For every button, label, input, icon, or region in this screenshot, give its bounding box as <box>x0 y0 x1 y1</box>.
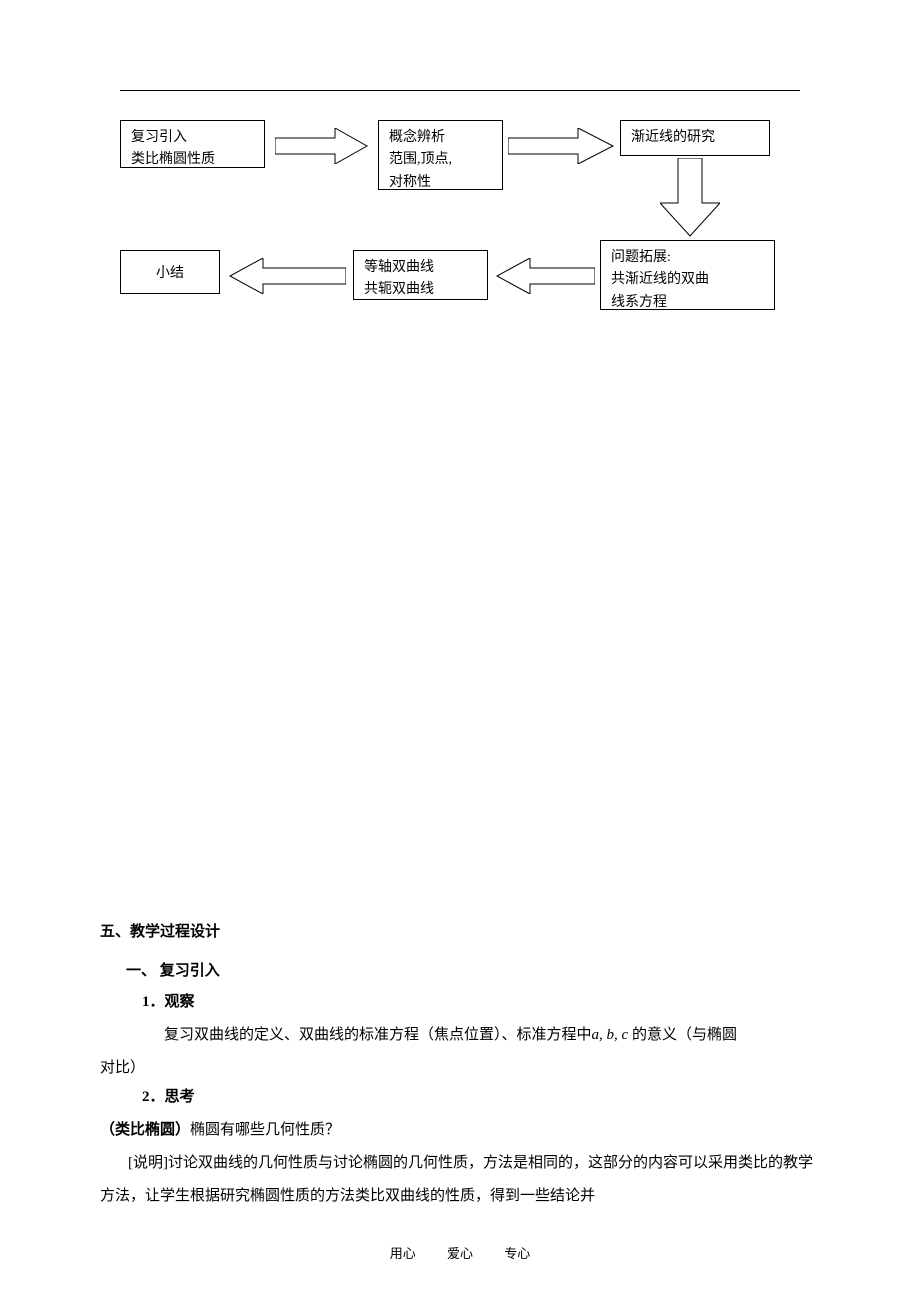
subsection-title: 一、 复习引入 <box>100 959 820 980</box>
footer-text: 专心 <box>504 1246 530 1261</box>
flowchart-diagram: 复习引入 类比椭圆性质 概念辨析 范围,顶点, 对称性 渐近线的研究 小结 等轴… <box>100 120 820 350</box>
flow-node-asymptote: 渐近线的研究 <box>620 120 770 156</box>
flow-node-line: 渐近线的研究 <box>631 127 759 149</box>
footer-text: 爱心 <box>447 1246 473 1261</box>
footer-text: 用心 <box>390 1246 416 1261</box>
section-title: 五、教学过程设计 <box>100 920 820 941</box>
arrow-down-icon <box>660 158 720 238</box>
flow-node-line: 复习引入 <box>131 127 254 149</box>
flow-node-line: 类比椭圆性质 <box>131 149 254 171</box>
page-container: 复习引入 类比椭圆性质 概念辨析 范围,顶点, 对称性 渐近线的研究 小结 等轴… <box>0 0 920 1253</box>
body-text: 对比） <box>100 1052 820 1085</box>
flow-node-line: 问题拓展: <box>611 247 764 269</box>
explanation-text: [说明]讨论双曲线的几何性质与讨论椭圆的几何性质，方法是相同的，这部分的内容可以… <box>100 1147 820 1213</box>
flow-node-line: 范围,顶点, <box>389 149 492 171</box>
main-content: 五、教学过程设计 一、 复习引入 1．观察 复习双曲线的定义、双曲线的标准方程（… <box>100 920 820 1213</box>
flow-node-extension: 问题拓展: 共渐近线的双曲 线系方程 <box>600 240 775 310</box>
text-part: 椭圆有哪些几何性质？ <box>190 1122 340 1138</box>
flow-node-line: 对称性 <box>389 172 492 194</box>
body-text: （类比椭圆）椭圆有哪些几何性质？ <box>100 1114 820 1147</box>
arrow-left-icon <box>495 258 595 294</box>
page-footer: 用心 爱心 专心 <box>0 1243 920 1262</box>
explain-body: 讨论双曲线的几何性质与讨论椭圆的几何性质，方法是相同的，这部分的内容可以采用类比… <box>100 1155 813 1204</box>
arrow-right-icon <box>275 128 370 164</box>
sub-item-title: 2．思考 <box>100 1085 820 1106</box>
explain-label: [说明] <box>128 1155 168 1171</box>
flow-node-rectangular: 等轴双曲线 共轭双曲线 <box>353 250 488 300</box>
flow-node-review: 复习引入 类比椭圆性质 <box>120 120 265 168</box>
flow-node-concept: 概念辨析 范围,顶点, 对称性 <box>378 120 503 190</box>
body-text: 复习双曲线的定义、双曲线的标准方程（焦点位置）、标准方程中a, b, c 的意义… <box>100 1019 820 1052</box>
math-vars: a, b, c <box>592 1027 629 1043</box>
flow-node-summary: 小结 <box>120 250 220 294</box>
sub-item-title: 1．观察 <box>100 990 820 1011</box>
text-part: 的意义（与椭圆 <box>628 1027 737 1043</box>
flow-node-line: 共渐近线的双曲 <box>611 269 764 291</box>
arrow-left-icon <box>228 258 346 294</box>
flow-node-line: 共轭双曲线 <box>364 279 477 301</box>
flow-node-line: 小结 <box>131 263 209 285</box>
flow-node-line: 线系方程 <box>611 292 764 314</box>
flow-node-line: 概念辨析 <box>389 127 492 149</box>
arrow-right-icon <box>508 128 616 164</box>
top-horizontal-rule <box>120 90 800 91</box>
text-part: 复习双曲线的定义、双曲线的标准方程（焦点位置）、标准方程中 <box>164 1027 592 1043</box>
text-prefix: （类比椭圆） <box>100 1122 190 1138</box>
flow-node-line: 等轴双曲线 <box>364 257 477 279</box>
